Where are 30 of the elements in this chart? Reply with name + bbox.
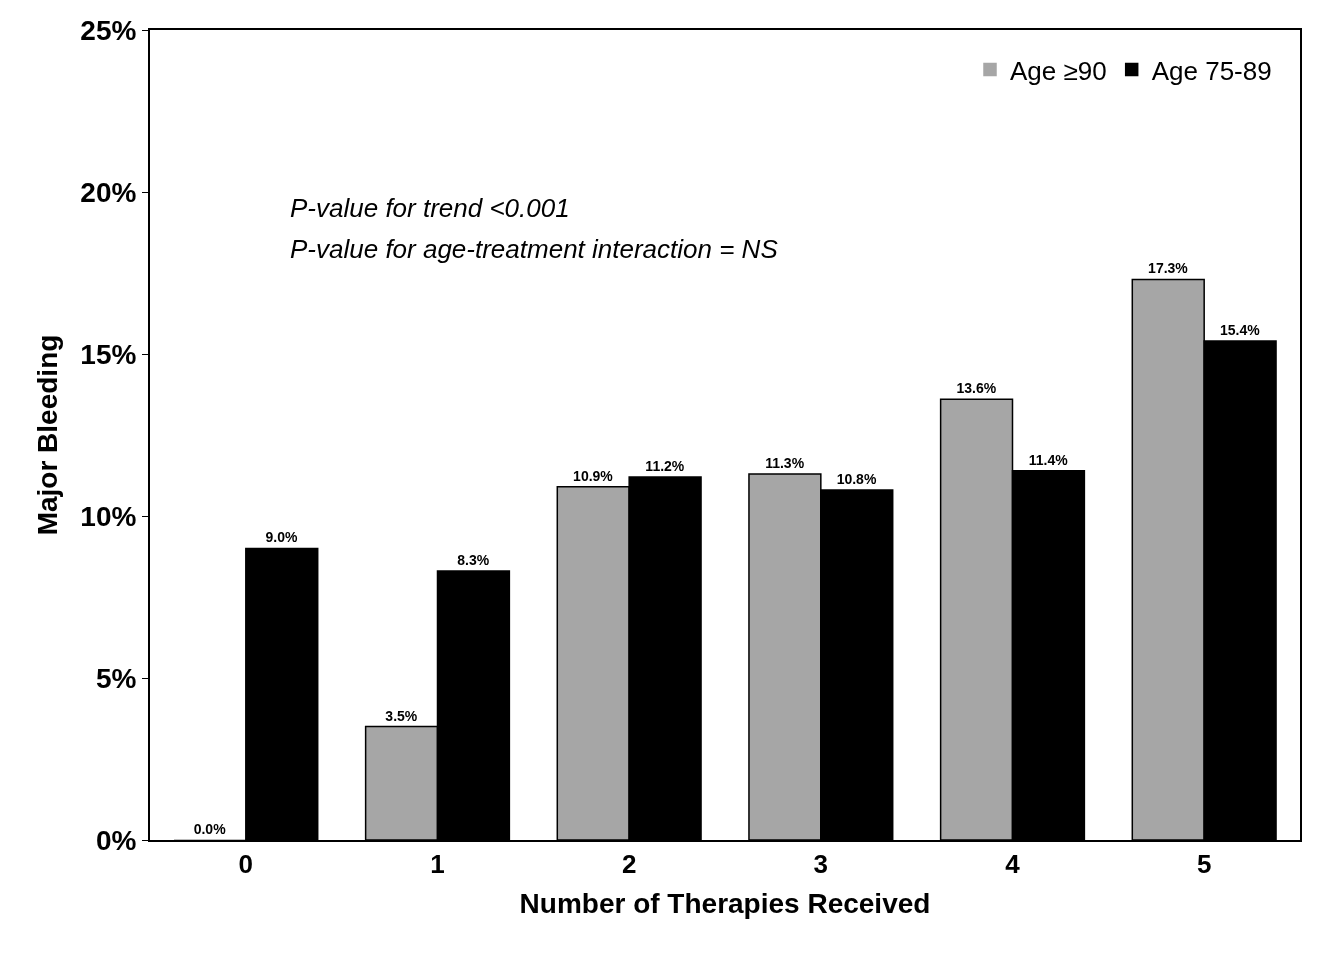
x-tick-label: 1 [430,849,445,880]
x-tick-label: 5 [1196,849,1212,880]
data-label: 15.4% [1219,322,1261,339]
data-label: 0.0% [193,821,227,837]
x-tick-label: 0 [238,849,254,880]
x-tick-label: 3 [813,849,829,880]
data-label: 9.0% [265,529,298,546]
y-axis-title: Major Bleeding [31,334,63,536]
data-label: 3.5% [385,707,418,724]
data-label: 17.3% [1148,260,1189,277]
data-label: 10.8% [836,471,877,488]
annotation: P-value for age-treatment interaction = NS [290,234,779,264]
data-label: 11.2% [645,458,685,475]
y-tick-label: 5% [95,662,137,694]
y-tick-label: 0% [95,824,137,856]
data-label: 10.9% [573,467,614,484]
x-tick-label: 2 [621,849,637,880]
annotation: P-value for trend <0.001 [290,193,570,223]
y-tick-label: 15% [80,338,137,370]
data-label: 13.6% [956,380,997,397]
data-label: 11.3% [765,454,805,471]
data-label: 8.3% [457,552,490,569]
data-label: 11.4% [1028,451,1069,468]
y-tick-label: 20% [80,176,137,208]
y-tick-label: 25% [80,14,137,46]
y-tick-label: 10% [80,500,137,532]
x-tick-label: 4 [1005,849,1021,880]
legend-label: Age ≥90 [1010,55,1107,86]
x-axis-title: Number of Therapies Received [519,887,931,919]
legend-label: Age 75-89 [1151,55,1272,86]
